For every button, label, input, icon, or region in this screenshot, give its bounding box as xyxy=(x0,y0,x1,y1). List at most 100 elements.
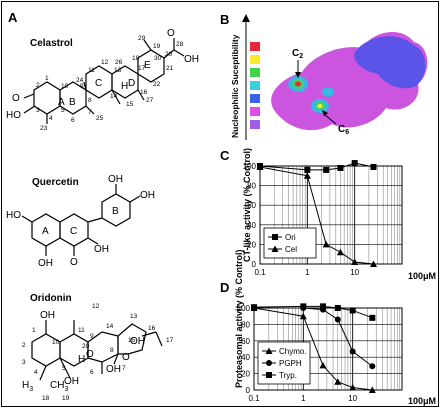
c6-label: C6 xyxy=(338,124,349,136)
chart-d-ylabel: Proteasomal activity (% Control) xyxy=(234,249,244,388)
atom-number: 8 xyxy=(88,97,92,104)
series-line xyxy=(254,307,373,367)
atom-number: 15 xyxy=(126,101,134,108)
atom-number: 18 xyxy=(42,395,50,402)
oridonin-oh-top: OH xyxy=(40,310,55,321)
atom-number: 16 xyxy=(140,89,148,96)
panel-letter-b: B xyxy=(220,12,229,27)
panel-letter-c: C xyxy=(220,148,230,163)
legend-marker xyxy=(272,234,278,240)
ring-label-c: C xyxy=(70,226,77,237)
oridonin-structure xyxy=(31,320,163,381)
atom-number: 9 xyxy=(90,333,94,340)
x-tick-label: 0.1 xyxy=(248,394,260,403)
atom-number: 4 xyxy=(34,369,38,376)
atom-number: 30 xyxy=(154,55,162,62)
atom-number: 23 xyxy=(40,125,48,132)
chart-c-ylabel: CT-like activity (% Control) xyxy=(242,148,252,262)
compound-name-oridonin: Oridonin xyxy=(30,293,72,304)
panel-letter-d: D xyxy=(220,280,229,295)
compound-name-quercetin: Quercetin xyxy=(32,177,79,188)
atom-number: 7 xyxy=(88,109,92,116)
oridonin-oh-low: OH xyxy=(106,364,121,375)
panel-letter-a: A xyxy=(8,10,18,25)
y-tick-label: 20 xyxy=(247,240,256,249)
quercetin-oh-b1: OH xyxy=(140,190,155,201)
atom-number: 20 xyxy=(165,51,173,58)
y-tick-label: 40 xyxy=(247,221,256,230)
quercetin-o-ketone: O xyxy=(70,257,78,268)
data-point xyxy=(256,163,264,170)
oridonin-h3c: H3 xyxy=(22,380,33,393)
legend-marker xyxy=(265,347,273,354)
legend-marker xyxy=(271,245,279,252)
data-point xyxy=(351,160,358,167)
data-point xyxy=(319,361,327,369)
legend-box xyxy=(263,227,317,259)
ring-label-b: B xyxy=(112,206,119,217)
series-line xyxy=(253,305,373,319)
chart-c: CT-like activity (% Control) 100μM 0 20 40… xyxy=(242,148,436,281)
atom-number: 8 xyxy=(110,347,114,354)
oridonin-o-ketone: O xyxy=(122,352,130,363)
atom-number: 2 xyxy=(22,342,26,349)
figure-canvas: A Celastrol A B C D E O HO O OH H xyxy=(6,10,436,406)
c2-label: C2 xyxy=(292,48,303,60)
scale-swatch xyxy=(250,55,260,64)
legend-label: Cel xyxy=(285,245,297,254)
data-point xyxy=(370,260,378,267)
susceptibility-scale: Nucleophilic Suceptibility xyxy=(230,14,260,140)
y-tick-label: 0 xyxy=(246,386,251,395)
ketone-o: O xyxy=(12,93,20,104)
oridonin-atom-numbers: 1 2 3 4 5 6 7 8 9 10 11 12 13 14 15 16 1… xyxy=(22,303,174,402)
atom-number: 17 xyxy=(138,65,146,72)
chart-d: Proteasomal activity (% Control) 100μM 0… xyxy=(234,249,436,406)
celastrol-labels: A B C D E O HO O OH H xyxy=(6,28,199,121)
scale-swatch xyxy=(250,94,260,103)
y-tick-label: 80 xyxy=(241,320,250,329)
ring-label-c: C xyxy=(95,78,102,89)
data-point xyxy=(334,316,341,323)
x-tick-label: 10 xyxy=(350,268,359,277)
oridonin-labels: OH O O OH OH OH H3 CH3 H xyxy=(22,310,145,393)
atom-number: 6 xyxy=(71,117,75,124)
celastrol-atom-numbers: 1 2 3 4 5 6 7 8 9 10 11 12 13 14 15 16 1… xyxy=(36,35,184,132)
ring-label-a: A xyxy=(58,97,65,108)
data-point xyxy=(349,348,356,355)
atom-number: 28 xyxy=(176,41,184,48)
legend-label: Chymo. xyxy=(279,347,307,356)
data-point xyxy=(351,258,359,266)
x-tick-label: 1 xyxy=(301,394,306,403)
c6-arrow xyxy=(323,113,337,125)
y-tick-label: 100 xyxy=(243,162,257,171)
atom-number: 26 xyxy=(115,59,123,66)
oridonin-h: H xyxy=(78,354,85,365)
compound-name-celastrol: Celastrol xyxy=(30,38,73,49)
atom-number: 2 xyxy=(36,82,40,89)
data-point xyxy=(334,378,342,385)
atom-number: 3 xyxy=(36,107,40,114)
atom-number: 21 xyxy=(166,65,174,72)
legend: Chymo. PGPH Tryp. xyxy=(257,341,311,385)
y-tick-label: 0 xyxy=(252,260,257,269)
scale-axis-label: Nucleophilic Suceptibility xyxy=(230,34,240,138)
legend: Ori Cel xyxy=(263,227,317,259)
oridonin-ch3: CH3 xyxy=(50,380,68,393)
legend-marker xyxy=(266,360,272,366)
data-point xyxy=(370,163,377,170)
y-tick-label: 60 xyxy=(247,201,256,210)
celastrol-structure: Celastrol xyxy=(23,38,185,124)
y-tick-label: 80 xyxy=(247,182,256,191)
atom-number: 15 xyxy=(128,337,136,344)
atom-number: 19 xyxy=(153,43,161,50)
quercetin-labels: A C B HO OH O OH OH OH xyxy=(6,174,155,269)
y-tick-label: 40 xyxy=(241,353,250,362)
atom-number: 16 xyxy=(148,325,156,332)
ring-label-a: A xyxy=(42,226,49,237)
scale-arrow-head xyxy=(242,14,250,22)
data-point xyxy=(349,384,357,391)
series-line xyxy=(259,162,374,171)
data-point xyxy=(319,303,326,310)
quercetin-oh-b2: OH xyxy=(108,174,123,185)
